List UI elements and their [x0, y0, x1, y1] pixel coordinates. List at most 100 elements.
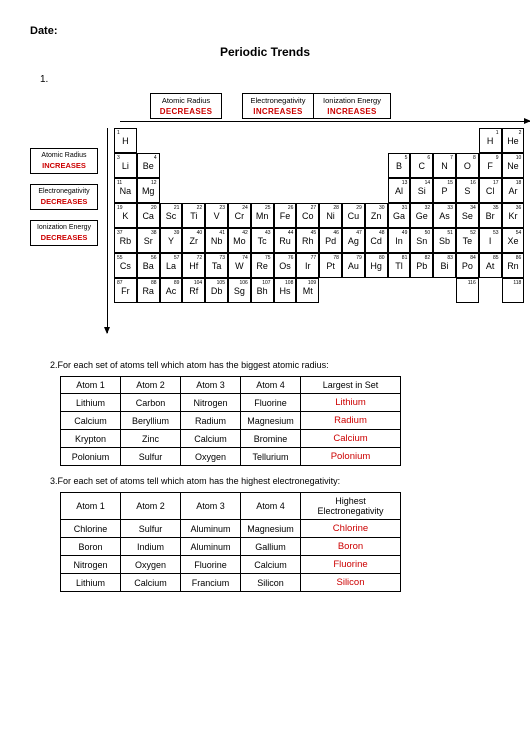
empty-cell	[228, 153, 251, 178]
element-cell: 56Ba	[137, 253, 160, 278]
table-row: LithiumCalciumFranciumSiliconSilicon	[61, 574, 401, 592]
question-2-table: Atom 1Atom 2Atom 3Atom 4Largest in SetLi…	[60, 376, 401, 466]
empty-cell	[410, 278, 433, 303]
table-header: Atom 4	[241, 377, 301, 394]
empty-cell	[205, 178, 228, 203]
table-row: PoloniumSulfurOxygenTelluriumPolonium	[61, 448, 401, 466]
element-cell: 1H	[479, 128, 502, 153]
element-cell: 29Cu	[342, 203, 365, 228]
element-cell: 84Po	[456, 253, 479, 278]
empty-cell	[296, 153, 319, 178]
table-cell: Tellurium	[241, 448, 301, 466]
table-cell: Oxygen	[121, 556, 181, 574]
table-row: BoronIndiumAluminumGalliumBoron	[61, 538, 401, 556]
element-cell: 86Rn	[502, 253, 525, 278]
table-cell: Calcium	[181, 430, 241, 448]
element-cell: 53I	[479, 228, 502, 253]
element-cell: 50Sn	[410, 228, 433, 253]
empty-cell	[296, 128, 319, 153]
table-cell: Sulfur	[121, 520, 181, 538]
table-cell: Gallium	[241, 538, 301, 556]
element-cell: 82Pb	[410, 253, 433, 278]
table-cell: Magnesium	[241, 412, 301, 430]
element-cell: 76Os	[274, 253, 297, 278]
table-row: ChlorineSulfurAluminumMagnesiumChlorine	[61, 520, 401, 538]
element-cell: 12Mg	[137, 178, 160, 203]
element-cell: 43Tc	[251, 228, 274, 253]
element-cell: 28Ni	[319, 203, 342, 228]
empty-cell	[410, 128, 433, 153]
table-header: Atom 2	[121, 377, 181, 394]
element-cell: 51Sb	[433, 228, 456, 253]
element-cell: 75Re	[251, 253, 274, 278]
element-cell: 106Sg	[228, 278, 251, 303]
table-cell: Calcium	[241, 556, 301, 574]
empty-cell	[319, 128, 342, 153]
empty-cell	[365, 278, 388, 303]
horizontal-arrow	[120, 121, 530, 122]
table-header: Atom 1	[61, 377, 121, 394]
empty-cell	[342, 153, 365, 178]
question-2-text: 2.For each set of atoms tell which atom …	[50, 360, 500, 370]
table-cell: Francium	[181, 574, 241, 592]
empty-cell	[433, 128, 456, 153]
element-cell: 42Mo	[228, 228, 251, 253]
element-cell: 31Ga	[388, 203, 411, 228]
element-cell: 21Sc	[160, 203, 183, 228]
table-cell: Lithium	[61, 574, 121, 592]
element-cell: 1H	[114, 128, 137, 153]
table-cell: Fluorine	[181, 556, 241, 574]
empty-cell	[365, 128, 388, 153]
element-cell: 80Hg	[365, 253, 388, 278]
element-cell: 2He	[502, 128, 525, 153]
empty-cell	[388, 128, 411, 153]
element-cell: 73Ta	[205, 253, 228, 278]
element-cell: 7N	[433, 153, 456, 178]
table-cell: Nitrogen	[61, 556, 121, 574]
question-1-number: 1.	[40, 74, 500, 85]
table-header: Atom 2	[121, 493, 181, 520]
element-cell: 78Pt	[319, 253, 342, 278]
element-cell: 79Au	[342, 253, 365, 278]
table-cell: Chlorine	[61, 520, 121, 538]
element-cell: 20Ca	[137, 203, 160, 228]
element-cell: 55Cs	[114, 253, 137, 278]
element-cell: 26Fe	[274, 203, 297, 228]
table-header: Highest Electronegativity	[301, 493, 401, 520]
element-cell: 6C	[410, 153, 433, 178]
element-cell: 109Mt	[296, 278, 319, 303]
empty-cell	[228, 128, 251, 153]
table-cell: Silicon	[301, 574, 401, 592]
empty-cell	[274, 178, 297, 203]
table-cell: Magnesium	[241, 520, 301, 538]
element-cell: 19K	[114, 203, 137, 228]
table-cell: Boron	[61, 538, 121, 556]
element-cell: 34Se	[456, 203, 479, 228]
element-cell: 36Kr	[502, 203, 525, 228]
element-cell: 32Ge	[410, 203, 433, 228]
table-header: Atom 1	[61, 493, 121, 520]
table-cell: Calcium	[121, 574, 181, 592]
empty-cell	[205, 153, 228, 178]
element-cell: 49In	[388, 228, 411, 253]
element-cell: 25Mn	[251, 203, 274, 228]
element-cell: 81Tl	[388, 253, 411, 278]
element-cell: 10Ne	[502, 153, 525, 178]
empty-cell	[296, 178, 319, 203]
element-cell: 104Rf	[182, 278, 205, 303]
table-cell: Chlorine	[301, 520, 401, 538]
element-cell: 27Co	[296, 203, 319, 228]
empty-cell	[160, 178, 183, 203]
table-cell: Silicon	[241, 574, 301, 592]
element-cell: 16S	[456, 178, 479, 203]
element-cell: 35Br	[479, 203, 502, 228]
table-cell: Nitrogen	[181, 394, 241, 412]
element-cell: 89Ac	[160, 278, 183, 303]
element-cell: 37Rb	[114, 228, 137, 253]
element-cell: 22Ti	[182, 203, 205, 228]
element-cell: 46Pd	[319, 228, 342, 253]
empty-cell	[205, 128, 228, 153]
empty-cell	[182, 128, 205, 153]
empty-cell	[251, 153, 274, 178]
empty-cell	[433, 278, 456, 303]
